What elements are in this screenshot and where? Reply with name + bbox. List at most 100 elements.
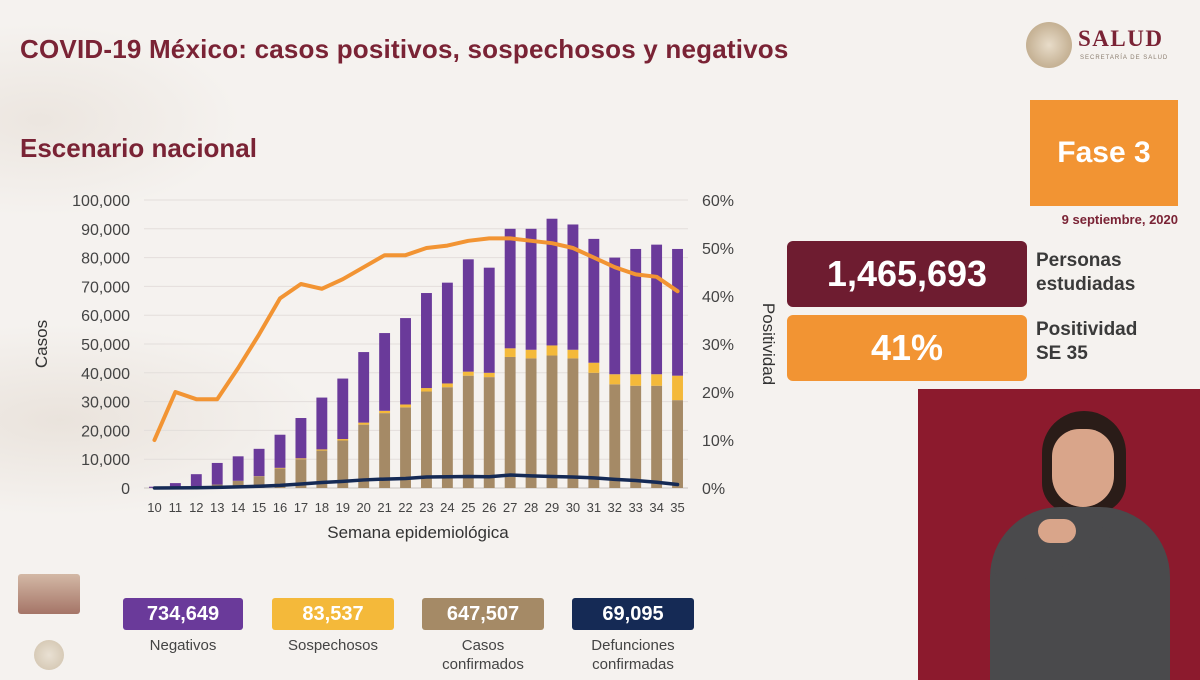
y2-tick-label: 50%	[702, 241, 734, 258]
x-tick-label: 27	[503, 500, 517, 515]
kpi-suspects-label: Sospechosos	[287, 637, 379, 654]
y2-tick-label: 20%	[702, 385, 734, 402]
bar-segment	[379, 333, 391, 411]
government-emblem-icon	[18, 574, 80, 614]
national-seal-icon	[1026, 22, 1072, 68]
bar-segment	[400, 318, 411, 405]
kpi-deaths: 69,095 Defunciones confirmadas	[572, 598, 694, 674]
bar-segment	[630, 248, 642, 375]
bar-segment	[483, 267, 495, 373]
kpi-confirmed-value: 647,507	[422, 598, 544, 630]
bar-segment	[441, 282, 453, 384]
report-date: 9 septiembre, 2020	[1061, 212, 1178, 227]
x-tick-label: 10	[147, 500, 161, 515]
x-tick-label: 33	[628, 500, 642, 515]
bar-segment	[169, 483, 181, 488]
y-tick-label: 70,000	[81, 279, 130, 296]
y-tick-label: 30,000	[81, 395, 130, 412]
page-title: COVID-19 México: casos positivos, sospec…	[20, 34, 789, 64]
bar-segment	[546, 355, 558, 488]
x-tick-label: 15	[252, 500, 266, 515]
bar-segment	[358, 352, 370, 423]
x-tick-label: 34	[649, 500, 663, 515]
x-tick-label: 22	[398, 500, 412, 515]
bar-segment	[672, 375, 683, 401]
bar-segment	[316, 397, 328, 450]
bar-segment	[609, 384, 621, 488]
x-tick-label: 35	[670, 500, 684, 515]
kpi-suspects: 83,537 Sospechosos	[272, 598, 394, 655]
studied-label-line-1: Personas	[1036, 250, 1122, 271]
bar-segment	[462, 259, 474, 372]
x-tick-label: 25	[461, 500, 475, 515]
bar-segment	[379, 413, 391, 488]
brand-name: SALUD	[1078, 26, 1164, 51]
bar-segment	[295, 459, 307, 488]
y-tick-label: 20,000	[81, 423, 130, 440]
bar-segment	[295, 458, 307, 460]
bar-segment	[316, 450, 328, 488]
bar-segment	[630, 385, 642, 488]
seal-icon	[34, 640, 64, 670]
studied-people-value: 1,465,693	[787, 241, 1027, 307]
bar-segment	[421, 293, 432, 389]
bar-segment	[337, 378, 349, 440]
y-tick-label: 50,000	[81, 337, 130, 354]
bar-segment	[546, 345, 558, 356]
bar-segment	[232, 480, 244, 488]
positivity-value: 41%	[787, 315, 1027, 381]
x-tick-label: 31	[587, 500, 601, 515]
bar-segment	[672, 248, 683, 376]
cases-chart: 0 10,000 20,000 30,000 40,000 50,000 60,000 70,…	[32, 193, 778, 542]
y-tick-label: 60,000	[81, 308, 130, 325]
kpi-deaths-value: 69,095	[572, 598, 694, 630]
bar-segment	[274, 467, 286, 469]
x-tick-label: 18	[315, 500, 329, 515]
y2-tick-label: 10%	[702, 433, 734, 450]
bar-segment	[441, 383, 453, 388]
positivity-line	[152, 236, 680, 442]
y2-tick-label: 30%	[702, 337, 734, 354]
bar-segment	[525, 349, 537, 359]
phase-badge: Fase 3	[1030, 100, 1178, 206]
y-tick-label: 90,000	[81, 222, 130, 239]
y-tick-label: 0	[121, 481, 130, 498]
bar-segment	[462, 375, 474, 488]
bar-segment	[588, 238, 600, 363]
bar-segment	[337, 440, 349, 488]
kpi-confirmed-label-line-1: Casos	[461, 637, 505, 654]
bar-segment	[211, 462, 223, 485]
bar-segment	[462, 371, 474, 376]
sign-language-interpreter-video	[918, 389, 1200, 680]
bar-segment	[190, 474, 202, 487]
bar-segment	[546, 218, 558, 346]
bar-segment	[525, 358, 537, 488]
bar-segment	[358, 422, 370, 425]
bar-segment	[441, 387, 453, 488]
bar-segment	[421, 391, 432, 488]
bar-segment	[567, 224, 579, 350]
x-tick-label: 12	[189, 500, 203, 515]
x-axis-label: Semana epidemiológica	[327, 523, 509, 542]
kpi-deaths-label-line-1: Defunciones	[591, 637, 675, 654]
deaths-line	[152, 473, 680, 490]
bar-segment	[504, 228, 516, 349]
x-tick-label: 32	[608, 500, 622, 515]
kpi-negatives: 734,649 Negativos	[123, 598, 243, 655]
bar-segment	[651, 374, 663, 386]
x-tick-label: 28	[524, 500, 538, 515]
bar-segment	[651, 244, 663, 375]
bar-segment	[253, 476, 265, 488]
x-tick-label: 14	[231, 500, 245, 515]
bar-segment	[630, 374, 642, 386]
bar-segment	[337, 439, 349, 441]
kpi-negatives-label: Negativos	[149, 637, 217, 654]
bar-segment	[651, 385, 663, 488]
kpi-confirmed-label-line-2: confirmados	[442, 656, 524, 673]
bar-segment	[379, 410, 391, 414]
kpi-confirmed: 647,507 Casos confirmados	[422, 598, 544, 674]
bar-segment	[588, 372, 600, 488]
x-tick-label: 23	[419, 500, 433, 515]
bar-segment	[358, 424, 370, 488]
bar-segment	[295, 418, 307, 459]
